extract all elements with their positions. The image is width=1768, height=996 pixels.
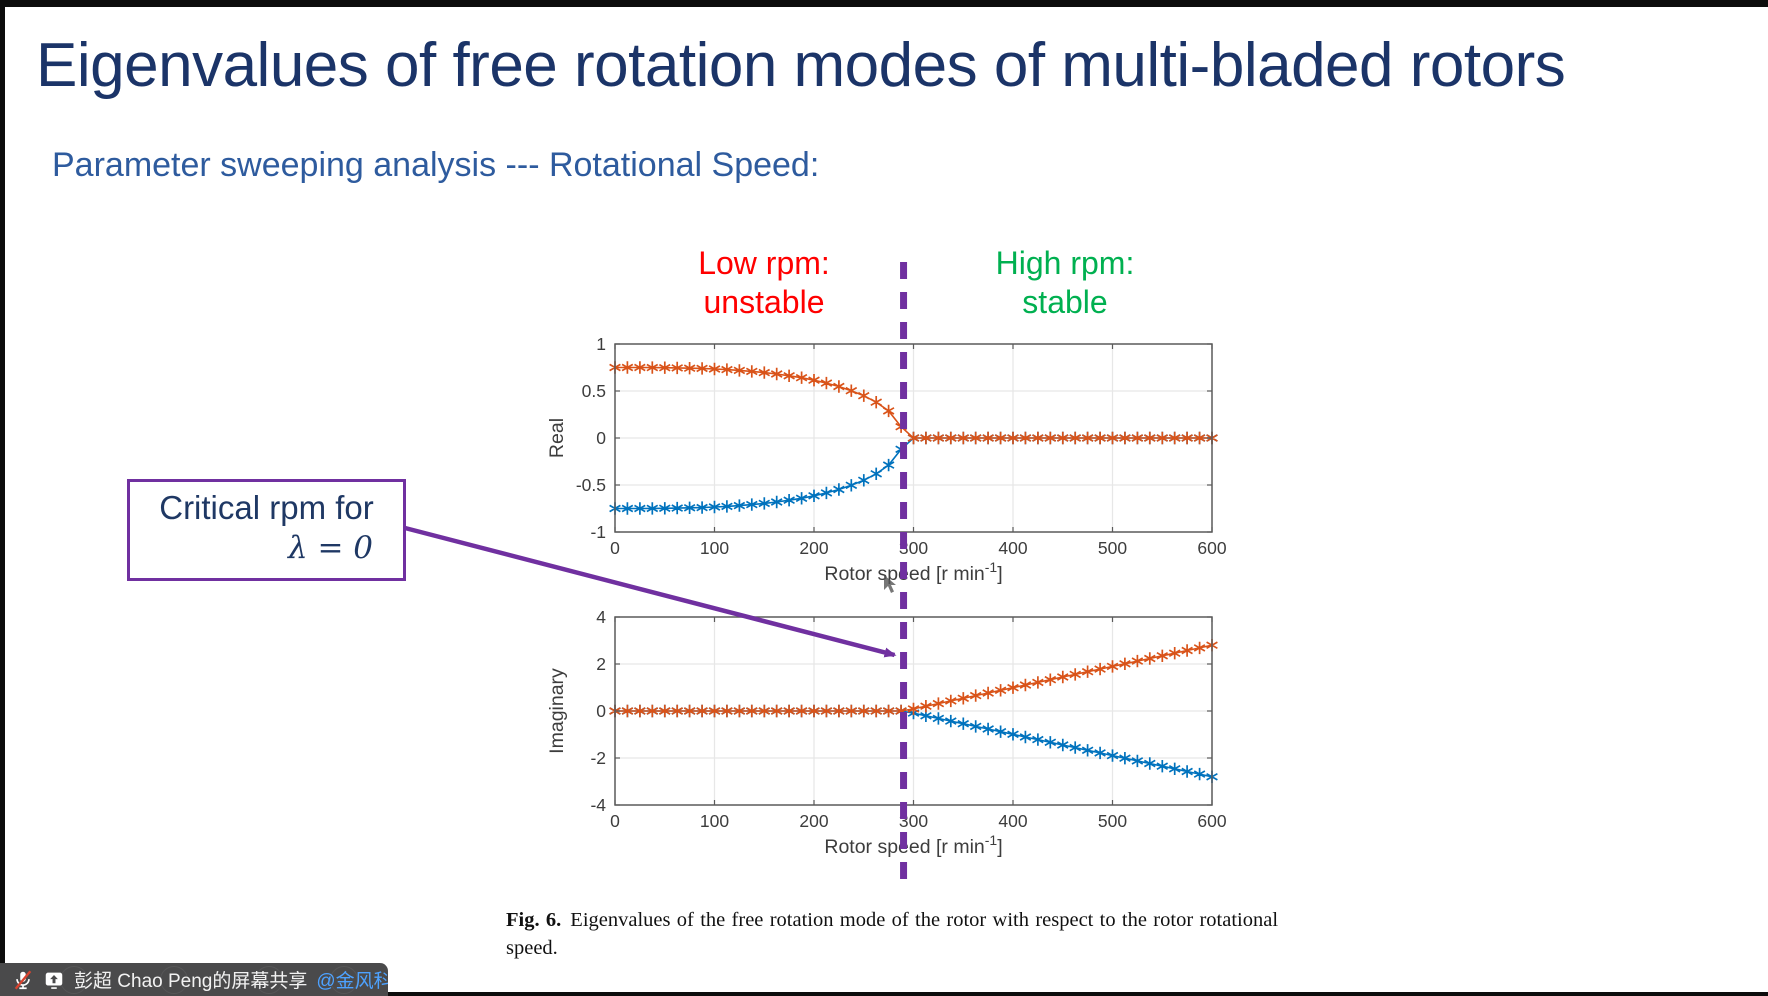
chart1-y-tick-label: -1 (590, 522, 606, 542)
chart2-frame (614, 616, 1213, 806)
chart1-frame (614, 343, 1213, 533)
critical-rpm-arrow (404, 525, 897, 658)
chart1-real-part-branch-upper-line (615, 366, 1212, 439)
mic-muted-icon (14, 970, 32, 989)
left-border (0, 0, 5, 996)
chart2-y-tick-label: 0 (596, 701, 606, 721)
chart1-xlabel: Rotor speed [r min-1] (824, 559, 1002, 585)
chart1-y-tick-label: 1 (596, 334, 606, 354)
top-border (0, 0, 1768, 7)
screen-share-icon (45, 972, 63, 989)
bottom-border (0, 992, 1768, 996)
chart1-ylabel: Real (546, 418, 568, 458)
chart1-x-tick-label: 0 (610, 538, 620, 558)
chart2-imaginary-part-branch-upper-line (615, 644, 1213, 712)
chart1-y-tick-label: -0.5 (576, 475, 606, 495)
chart2-imaginary-part-branch-upper-markers (609, 639, 1218, 718)
low-rpm-annotation: Low rpm: unstable (614, 244, 914, 322)
chart1-x-tick-label: 200 (799, 538, 828, 558)
chart1-real-part-branch-lower-line (615, 437, 1212, 510)
chart2-y-tick-label: -2 (590, 748, 606, 768)
chart1-x-tick-label: 100 (700, 538, 729, 558)
chart1-plot-area (615, 344, 1212, 532)
chart1-y-tick-label: 0 (596, 428, 606, 448)
mouse-cursor (884, 575, 896, 593)
critical-rpm-callout: Critical rpm for λ = 0 (127, 479, 406, 581)
critical-rpm-text: Critical rpm for (159, 489, 374, 526)
chart1-y-tick-label: 0.5 (582, 381, 606, 401)
chart2-xlabel: Rotor speed [r min-1] (824, 832, 1002, 858)
chart2-imaginary-part-branch-lower-markers (609, 704, 1218, 783)
chart2-x-tick-label: 200 (799, 811, 828, 831)
chart2-y-tick-label: 2 (596, 654, 606, 674)
slide-title: Eigenvalues of free rotation modes of mu… (36, 31, 1566, 100)
watermark-circle (160, 966, 188, 994)
chart2-x-tick-label: 0 (610, 811, 620, 831)
high-rpm-annotation: High rpm: stable (915, 244, 1215, 322)
watermark-circle (330, 966, 358, 994)
chart2-x-tick-label: 300 (899, 811, 928, 831)
figure-caption: Fig. 6. Eigenvalues of the free rotation … (506, 906, 1278, 962)
high-rpm-line1: High rpm: (995, 245, 1135, 281)
chart2-x-tick-label: 600 (1197, 811, 1226, 831)
chart1-x-tick-label: 600 (1197, 538, 1226, 558)
chart2-x-tick-label: 500 (1098, 811, 1127, 831)
chart2-plot-area (615, 617, 1212, 805)
chart1-real-part-branch-upper-markers (609, 361, 1218, 445)
chart1-x-tick-label: 400 (998, 538, 1027, 558)
chart2-x-tick-label: 400 (998, 811, 1027, 831)
chart2-ylabel: Imaginary (546, 668, 568, 754)
figure-caption-text: Eigenvalues of the free rotation mode of… (506, 909, 1279, 959)
chart1-real-part-branch-lower-markers (609, 431, 1218, 515)
share-text: 彭超 Chao Peng的屏幕共享 (74, 971, 308, 992)
critical-rpm-formula: λ = 0 (287, 530, 373, 566)
watermark-circle (255, 966, 283, 994)
watermark-circle (60, 966, 88, 994)
chart1-x-tick-label: 300 (899, 538, 928, 558)
screen-share-statusbar[interactable]: 彭超 Chao Peng的屏幕共享 @金风科技 (0, 963, 388, 996)
low-rpm-line2: unstable (703, 284, 825, 320)
chart2-imaginary-part-branch-lower-line (615, 710, 1213, 778)
slide-subtitle: Parameter sweeping analysis --- Rotation… (52, 146, 820, 184)
low-rpm-line1: Low rpm: (698, 245, 830, 281)
chart2-y-tick-label: -4 (590, 795, 606, 815)
figure-caption-label: Fig. 6. (506, 909, 562, 931)
chart1-x-tick-label: 500 (1098, 538, 1127, 558)
chart2-y-tick-label: 4 (596, 607, 606, 627)
chart2-x-tick-label: 100 (700, 811, 729, 831)
high-rpm-line2: stable (1022, 284, 1108, 320)
